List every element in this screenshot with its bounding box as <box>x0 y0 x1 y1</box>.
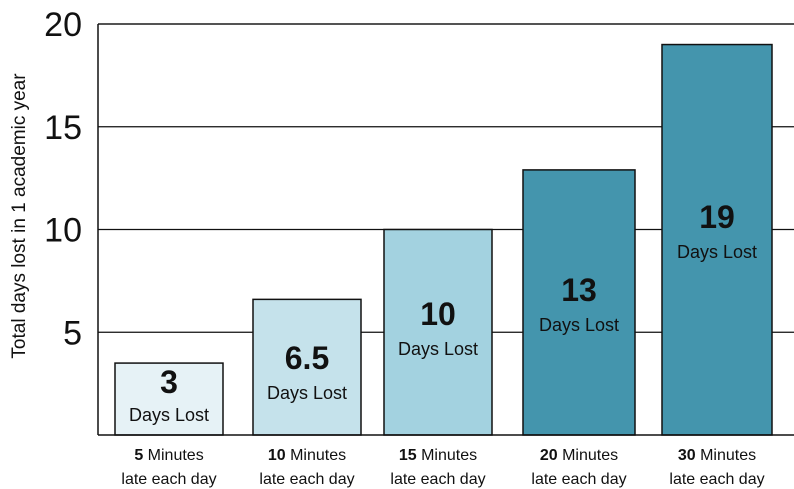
bar-4 <box>661 43 773 436</box>
bar-value-label: 10 <box>420 296 456 332</box>
x-category-number: 15 <box>399 447 417 464</box>
bar-unit-label: Days Lost <box>267 383 347 403</box>
y-axis-label: Total days lost in 1 academic year <box>9 73 30 359</box>
x-category-unit: Minutes <box>558 447 618 464</box>
bar-value-label: 3 <box>160 364 178 400</box>
x-category-number: 20 <box>540 447 558 464</box>
x-category-sublabel: late each day <box>669 471 764 488</box>
bar-value-label: 19 <box>699 199 735 235</box>
x-category-label: 10 Minutes <box>268 447 346 464</box>
y-tick-label: 10 <box>44 212 82 250</box>
x-category-unit: Minutes <box>143 447 203 464</box>
y-tick-label: 5 <box>63 314 82 352</box>
labels: 5 10 15 20 Total days lost in 1 academic yea… <box>9 6 765 488</box>
x-category-sublabel: late each day <box>390 471 485 488</box>
bar-unit-label: Days Lost <box>129 405 209 425</box>
bars <box>114 43 773 436</box>
x-category-label: 30 Minutes <box>678 447 756 464</box>
x-category-number: 5 <box>134 447 143 464</box>
bar-unit-label: Days Lost <box>539 315 619 335</box>
x-category-number: 10 <box>268 447 286 464</box>
bar-value-label: 13 <box>561 272 597 308</box>
bar-0 <box>114 362 224 436</box>
x-category-sublabel: late each day <box>259 471 354 488</box>
x-category-unit: Minutes <box>417 447 477 464</box>
x-category-unit: Minutes <box>286 447 346 464</box>
x-category-number: 30 <box>678 447 696 464</box>
bar-unit-label: Days Lost <box>677 242 757 262</box>
x-category-unit: Minutes <box>696 447 756 464</box>
x-category-label: 20 Minutes <box>540 447 618 464</box>
y-tick-label: 20 <box>44 6 82 44</box>
bar-3 <box>522 169 636 436</box>
bar-2 <box>383 228 493 436</box>
x-category-label: 15 Minutes <box>399 447 477 464</box>
axes <box>97 24 794 436</box>
bar-unit-label: Days Lost <box>398 339 478 359</box>
x-category-label: 5 Minutes <box>134 447 203 464</box>
x-category-sublabel: late each day <box>121 471 216 488</box>
y-tick-label: 15 <box>44 109 82 147</box>
x-category-sublabel: late each day <box>531 471 626 488</box>
bar-value-label: 6.5 <box>285 340 329 376</box>
